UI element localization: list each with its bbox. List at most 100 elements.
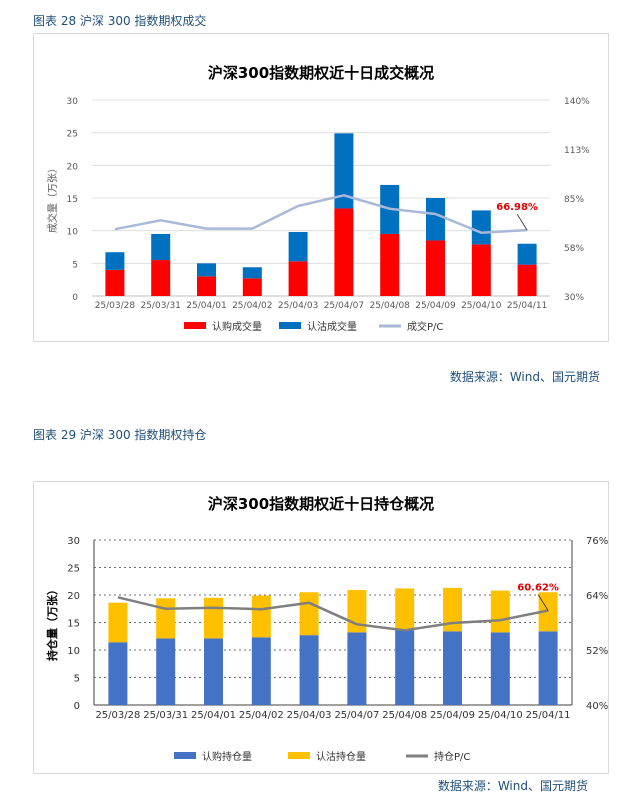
y-tick-label: 0 xyxy=(72,293,78,303)
y-tick-label: 0 xyxy=(74,701,80,712)
volume-chart: 沪深300指数期权近十日成交概况 0 5 10 15 20 25 30 30% 58% 85% 113… xyxy=(46,64,590,333)
bar-call-9 xyxy=(517,264,537,296)
bar-put-8 xyxy=(471,210,491,245)
y-tick-label: 25 xyxy=(67,130,78,140)
figure28-caption: 图表 28 沪深 300 指数期权成交 xyxy=(33,14,207,28)
bar-call-5 xyxy=(347,632,367,705)
y2-tick-label: 113% xyxy=(564,146,590,156)
x-tick-label: 25/03/31 xyxy=(140,301,180,311)
y-axis-title: 成交量（万张） xyxy=(46,163,59,233)
chart-panel-volume: 沪深300指数期权近十日成交概况 0 5 10 15 20 25 30 30% 58% 85% 113… xyxy=(33,33,609,342)
legend-swatch xyxy=(279,322,301,329)
annotation-label: 60.62% xyxy=(517,582,559,593)
y-tick-label: 5 xyxy=(74,674,80,685)
x-tick-label: 25/04/02 xyxy=(239,710,284,721)
figure29-source: 数据来源：Wind、国元期货 xyxy=(437,779,588,793)
bar-put-9 xyxy=(517,243,537,265)
bar-call-7 xyxy=(443,631,462,705)
legend-swatch xyxy=(174,752,196,759)
x-tick-label: 25/04/07 xyxy=(324,301,364,311)
y2-tick-label: 40% xyxy=(586,701,608,712)
x-tick-label: 25/04/09 xyxy=(430,710,475,721)
bar-put-0 xyxy=(105,252,125,270)
y-tick-label: 15 xyxy=(67,195,78,205)
bar-call-3 xyxy=(251,637,271,705)
bar-put-1 xyxy=(151,233,171,261)
bar-call-0 xyxy=(108,642,128,705)
y2-tick-label: 76% xyxy=(586,536,608,547)
bar-put-5 xyxy=(334,133,354,209)
x-tick-label: 25/04/11 xyxy=(507,301,547,311)
y2-tick-label: 30% xyxy=(564,293,584,303)
y-tick-label: 20 xyxy=(67,162,79,172)
bar-call-4 xyxy=(288,261,308,296)
annotation-label: 66.98% xyxy=(496,202,538,213)
bar-call-2 xyxy=(204,638,223,705)
y-axis-title: 持仓量（万张） xyxy=(45,584,59,661)
bar-put-6 xyxy=(395,588,415,631)
x-tick-label: 25/04/08 xyxy=(369,301,410,311)
legend-label: 认购持仓量 xyxy=(202,750,252,763)
pc-ratio-line xyxy=(114,194,528,234)
annotation-leader xyxy=(516,213,528,231)
figure29-caption: 图表 29 沪深 300 指数期权持仓 xyxy=(33,428,207,442)
chart-panel-open-interest: 沪深300指数期权近十日持仓概况 0 5 10 15 20 25 30 40% 52% 64% 76%… xyxy=(33,481,609,774)
y2-tick-label: 64% xyxy=(586,591,608,602)
legend-label: 成交P/C xyxy=(407,320,443,333)
x-tick-label: 25/04/03 xyxy=(287,710,332,721)
bar-call-0 xyxy=(105,269,125,296)
bar-call-6 xyxy=(380,233,400,296)
legend-label: 认沽持仓量 xyxy=(316,750,366,763)
bar-put-2 xyxy=(197,263,216,277)
x-tick-label: 25/04/11 xyxy=(526,710,571,721)
bar-call-7 xyxy=(426,240,445,296)
bar-call-6 xyxy=(395,630,415,705)
legend-label: 认沽成交量 xyxy=(307,320,357,333)
x-tick-label: 25/04/01 xyxy=(191,710,236,721)
bar-call-1 xyxy=(156,638,176,705)
pc-ratio-line xyxy=(117,596,549,632)
y-tick-label: 5 xyxy=(72,260,78,270)
bar-call-8 xyxy=(471,244,491,296)
legend-swatch xyxy=(184,322,206,329)
x-tick-label: 25/04/02 xyxy=(232,301,272,311)
y-tick-label: 20 xyxy=(67,591,80,602)
legend-label: 持仓P/C xyxy=(434,750,470,763)
bar-call-2 xyxy=(197,276,216,296)
bar-call-9 xyxy=(538,631,558,705)
bar-call-3 xyxy=(242,278,262,296)
y2-tick-label: 140% xyxy=(564,97,590,107)
bar-put-3 xyxy=(251,595,271,638)
y-tick-label: 15 xyxy=(67,619,80,630)
x-tick-label: 25/04/03 xyxy=(278,301,318,311)
annotation-leader xyxy=(537,594,549,611)
figure28-source: 数据来源：Wind、国元期货 xyxy=(449,370,600,384)
bar-put-3 xyxy=(242,267,262,279)
x-tick-label: 25/03/28 xyxy=(95,301,136,311)
x-tick-label: 25/04/01 xyxy=(186,301,226,311)
y2-tick-label: 52% xyxy=(586,646,608,657)
x-tick-label: 25/04/09 xyxy=(415,301,456,311)
x-tick-label: 25/04/10 xyxy=(461,301,502,311)
bar-put-0 xyxy=(108,602,128,643)
bar-put-8 xyxy=(490,590,510,633)
x-tick-label: 25/04/08 xyxy=(382,710,427,721)
bar-put-4 xyxy=(299,592,319,636)
y2-tick-label: 58% xyxy=(564,244,584,254)
legend-label: 认购成交量 xyxy=(212,320,262,333)
y-tick-label: 25 xyxy=(67,564,80,575)
legend-swatch xyxy=(288,752,310,759)
open-interest-chart: 沪深300指数期权近十日持仓概况 0 5 10 15 20 25 30 40% 52% 64% 76%… xyxy=(45,495,608,763)
chart-title: 沪深300指数期权近十日持仓概况 xyxy=(208,495,434,513)
bar-put-7 xyxy=(443,587,462,632)
bar-call-4 xyxy=(299,635,319,705)
y-tick-label: 10 xyxy=(67,646,80,657)
y-tick-label: 30 xyxy=(67,97,79,107)
y2-tick-label: 85% xyxy=(564,195,584,205)
bar-put-4 xyxy=(288,231,308,262)
bar-call-5 xyxy=(334,208,354,296)
chart-title: 沪深300指数期权近十日成交概况 xyxy=(208,64,434,82)
bar-call-8 xyxy=(490,632,510,705)
x-tick-label: 25/03/31 xyxy=(143,710,188,721)
x-tick-label: 25/04/07 xyxy=(334,710,379,721)
